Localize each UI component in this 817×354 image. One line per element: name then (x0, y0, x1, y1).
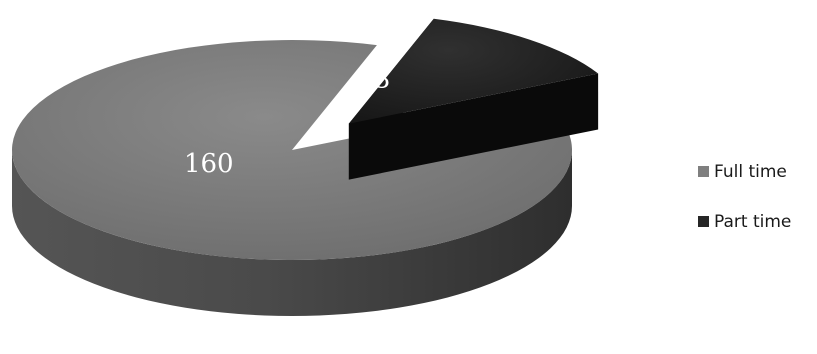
slice-part-time (348, 18, 599, 180)
slice-face-part-time-1 (348, 73, 599, 180)
legend-label-full-time: Full time (714, 161, 787, 182)
legend-swatch-part-time (698, 216, 709, 227)
legend-item-full-time: Full time (698, 160, 791, 183)
slice-full-time (12, 40, 573, 316)
legend: Full time Part time (698, 160, 791, 260)
slice-top-full-time (12, 40, 573, 261)
slice-side-full-time (12, 150, 572, 316)
legend-swatch-full-time (698, 166, 709, 177)
legend-item-part-time: Part time (698, 210, 791, 233)
legend-label-part-time: Part time (714, 211, 792, 232)
slice-top-part-time (348, 18, 599, 124)
slice-label-part-time: 23 (357, 65, 390, 95)
slice-label-full-time: 160 (184, 149, 234, 179)
